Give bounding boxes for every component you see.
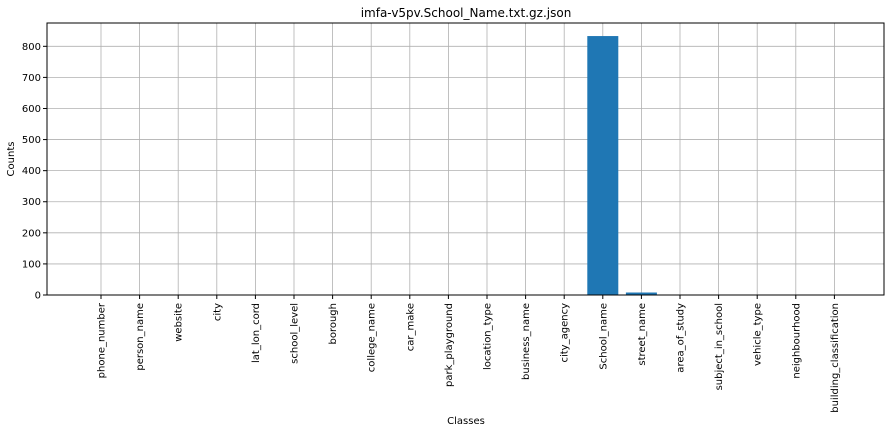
y-tick-label: 600 [22,104,41,115]
x-tick-label: park_playground [444,303,455,387]
bar-street_name [625,292,657,295]
x-tick-label: street_name [637,303,648,366]
x-tick-label: borough [328,303,339,345]
x-tick-label: city_agency [560,303,571,363]
y-tick-label: 800 [22,42,41,53]
y-tick-label: 100 [22,259,41,270]
x-tick-label: vehicle_type [753,303,764,366]
x-axis-ticks: phone_number person_name website city lat_lo… [97,295,841,413]
x-tick-label: school_level [290,303,301,364]
x-tick-label: School_name [598,303,609,370]
y-tick-label: 0 [35,291,41,302]
x-tick-label: neighbourhood [791,303,802,379]
bar-School_name [587,36,619,295]
x-tick-label: website [174,303,185,342]
x-tick-label: area_of_study [676,303,687,373]
plot-frame [46,22,885,296]
x-tick-label: business_name [521,303,532,380]
x-tick-label: location_type [483,303,494,370]
x-tick-label: college_name [367,303,378,372]
bars [587,36,657,295]
y-tick-label: 500 [22,135,41,146]
x-tick-label: lat_lon_cord [251,303,262,363]
grid-lines [47,23,884,296]
y-tick-label: 300 [22,197,41,208]
y-tick-label: 700 [22,73,41,84]
x-axis-label: Classes [447,416,485,427]
y-axis-label: Counts [6,142,17,177]
y-tick-label: 400 [22,166,41,177]
x-tick-label: building_classification [830,303,841,413]
x-tick-label: subject_in_school [714,303,725,390]
x-tick-label: phone_number [97,302,108,378]
y-tick-label: 200 [22,228,41,239]
x-tick-label: person_name [135,303,146,371]
x-tick-label: city [212,303,223,321]
y-axis-ticks: 0 100 200 300 400 500 600 700 800 [22,42,47,302]
x-tick-label: car_make [405,303,416,351]
chart-title: imfa-v5pv.School_Name.txt.gz.json [361,6,572,20]
